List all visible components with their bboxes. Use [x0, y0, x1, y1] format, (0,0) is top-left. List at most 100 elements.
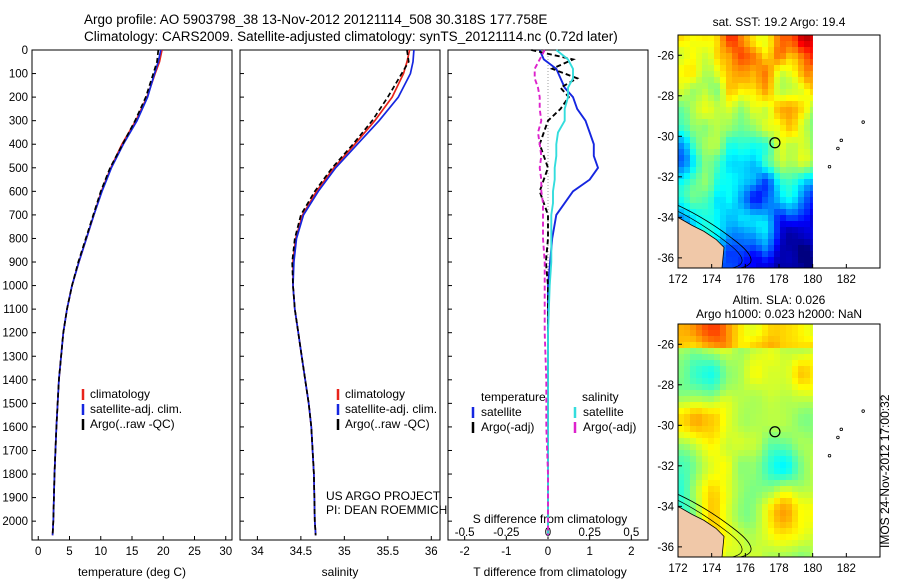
map-cell	[726, 426, 733, 433]
map-cell	[732, 125, 739, 132]
map-cell	[744, 456, 751, 463]
map-cell	[756, 420, 763, 427]
map-cell	[708, 462, 715, 469]
map-cell	[756, 348, 763, 355]
map-cell	[774, 155, 781, 162]
map-cell	[756, 113, 763, 120]
map-cell	[678, 125, 685, 132]
map-cell	[750, 65, 757, 72]
map-cell	[732, 432, 739, 439]
map-cell	[792, 41, 799, 48]
map-cell	[786, 59, 793, 66]
map-cell	[804, 233, 811, 240]
map-cell	[768, 336, 775, 343]
map-cell	[732, 444, 739, 451]
map-cell	[780, 59, 787, 66]
map-cell	[708, 390, 715, 397]
map-cell	[684, 125, 691, 132]
map-cell	[804, 113, 811, 120]
map-cell	[792, 89, 799, 96]
map-cell	[732, 71, 739, 78]
map-cell	[810, 384, 813, 391]
map-cell	[744, 486, 751, 493]
map-cell	[708, 474, 715, 481]
map-cell	[780, 468, 787, 475]
map-cell	[810, 426, 813, 433]
map-cell	[804, 203, 811, 210]
map-cell	[750, 185, 757, 192]
map-cell	[744, 107, 751, 114]
lon-tick-label: 174	[702, 274, 722, 286]
map-cell	[720, 185, 727, 192]
map-cell	[798, 101, 805, 108]
map-cell	[756, 384, 763, 391]
map-cell	[762, 378, 769, 385]
map-cell	[786, 197, 793, 204]
map-cell	[792, 179, 799, 186]
map-cell	[678, 360, 685, 367]
map-cell	[762, 149, 769, 156]
map-cell	[714, 408, 721, 415]
map-cell	[696, 432, 703, 439]
map-cell	[738, 438, 745, 445]
map-cell	[720, 342, 727, 349]
map-cell	[726, 414, 733, 421]
map-cell	[690, 432, 697, 439]
map-cell	[774, 101, 781, 108]
map-cell	[786, 384, 793, 391]
map-cell	[756, 233, 763, 240]
map-cell	[714, 426, 721, 433]
map-cell	[744, 390, 751, 397]
map-cell	[786, 378, 793, 385]
sal-series-2	[291, 49, 410, 536]
map-cell	[714, 71, 721, 78]
map-cell	[726, 245, 733, 252]
map-cell	[804, 372, 811, 379]
map-cell	[720, 492, 727, 499]
map-cell	[774, 516, 781, 523]
map-cell	[756, 402, 763, 409]
map-cell	[798, 197, 805, 204]
map-cell	[744, 185, 751, 192]
map-cell	[714, 498, 721, 505]
map-cell	[768, 221, 775, 228]
map-cell	[810, 420, 813, 427]
map-cell	[786, 450, 793, 457]
map-cell	[696, 336, 703, 343]
map-cell	[720, 324, 727, 331]
map-cell	[720, 131, 727, 138]
map-cell	[732, 119, 739, 126]
map-cell	[780, 239, 787, 246]
map-cell	[762, 89, 769, 96]
map-cell	[792, 233, 799, 240]
map-cell	[732, 360, 739, 367]
map-cell	[792, 336, 799, 343]
map-cell	[774, 35, 781, 42]
map-cell	[810, 486, 813, 493]
map-cell	[732, 396, 739, 403]
lon-tick-label: 182	[837, 563, 856, 575]
map-cell	[780, 101, 787, 108]
map-cell	[768, 474, 775, 481]
map-cell	[798, 125, 805, 132]
map-cell	[768, 390, 775, 397]
map-cell	[804, 384, 811, 391]
map-cell	[720, 215, 727, 222]
map-cell	[684, 342, 691, 349]
map-cell	[702, 324, 709, 331]
map-cell	[738, 83, 745, 90]
map-cell	[810, 215, 813, 222]
map-cell	[684, 426, 691, 433]
map-cell	[804, 125, 811, 132]
map-cell	[708, 450, 715, 457]
map-cell	[792, 155, 799, 162]
map-cell	[732, 107, 739, 114]
map-cell	[756, 173, 763, 180]
map-cell	[750, 35, 757, 42]
map-cell	[690, 209, 697, 216]
map-cell	[702, 504, 709, 511]
map-cell	[726, 263, 733, 269]
map-cell	[702, 161, 709, 168]
map-cell	[804, 540, 811, 547]
map-cell	[738, 510, 745, 517]
